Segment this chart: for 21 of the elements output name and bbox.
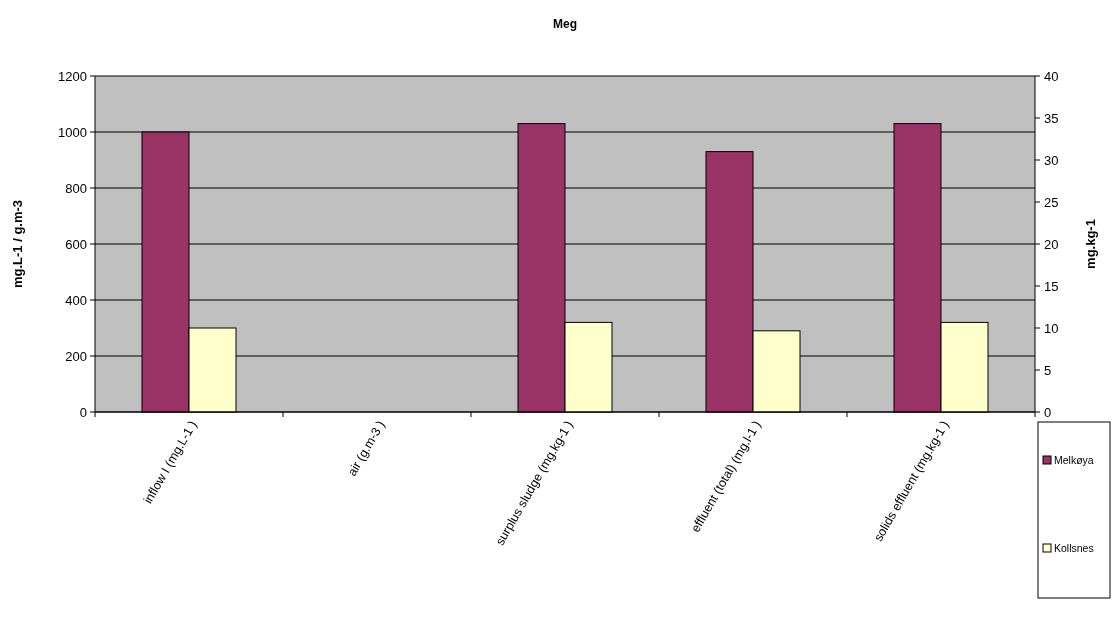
- y2-tick-label: 15: [1044, 278, 1059, 294]
- y2-tick-label: 20: [1044, 236, 1059, 252]
- y-tick-label: 600: [65, 236, 87, 252]
- y-tick-label: 1200: [58, 68, 87, 84]
- y-axis-title: mg.L-1 / g.m-3: [10, 199, 25, 289]
- y-tick-label: 800: [65, 180, 87, 196]
- y2-tick-label: 5: [1044, 362, 1052, 378]
- y2-tick-label: 0: [1044, 404, 1052, 420]
- y2-tick-label: 10: [1044, 320, 1059, 336]
- y-tick-label: 0: [79, 404, 87, 420]
- y2-tick-label: 35: [1044, 110, 1059, 126]
- y2-tick-label: 40: [1044, 68, 1059, 84]
- y2-axis-title: mg.kg-1: [1083, 219, 1098, 269]
- y2-tick-label: 25: [1044, 194, 1059, 210]
- y2-tick-label: 30: [1044, 152, 1059, 168]
- y-tick-label: 200: [65, 348, 87, 364]
- legend-label: Kollsnes: [1054, 541, 1094, 554]
- chart-title: Meg: [553, 17, 577, 31]
- y-tick-label: 1000: [58, 124, 87, 140]
- legend-label: Melkøya: [1054, 453, 1094, 466]
- y-tick-label: 400: [65, 292, 87, 308]
